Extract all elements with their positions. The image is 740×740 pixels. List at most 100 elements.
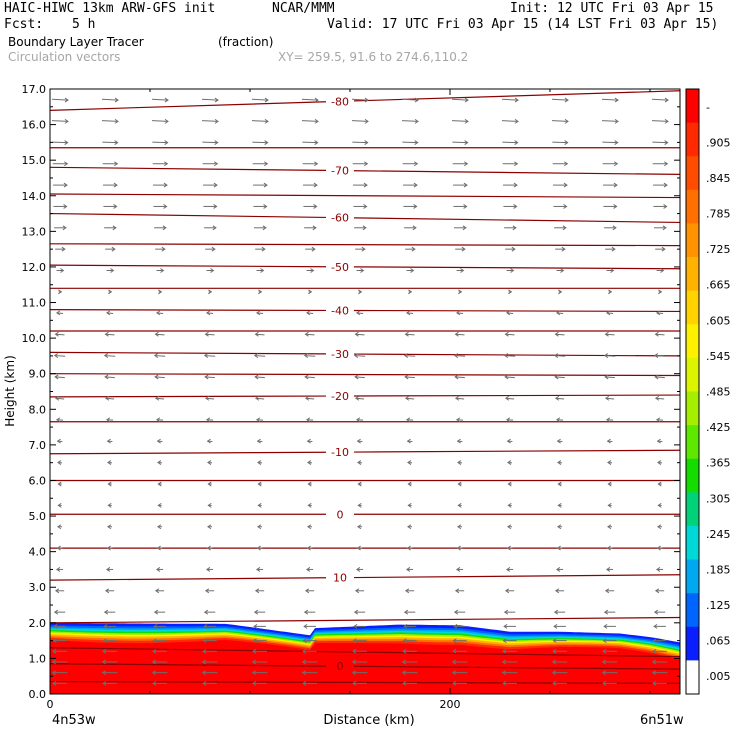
colorbar-frame <box>685 88 700 695</box>
circulation-vector-head <box>453 609 459 615</box>
circulation-vector <box>605 333 615 336</box>
circulation-vector-head <box>411 246 416 252</box>
y-tick-label: 9.0 <box>29 368 47 381</box>
circulation-vector-head <box>157 502 162 508</box>
circulation-vector-head <box>455 310 461 316</box>
circulation-vector <box>455 333 465 336</box>
circulation-vector <box>205 397 215 400</box>
circulation-vector-head <box>263 204 268 209</box>
circulation-vector-head <box>358 289 363 295</box>
temperature-contours: -80 -70 -60 -50 -40 -30 -20 -10 0 10 0 <box>50 90 680 684</box>
circulation-vector-head <box>157 481 162 487</box>
colorbar-swatch <box>686 660 699 695</box>
circulation-vector-head <box>56 545 61 551</box>
circulation-vector-head <box>602 680 607 686</box>
colorbar-swatch <box>686 324 699 359</box>
circulation-vector-head <box>508 289 513 295</box>
circulation-vector <box>55 333 65 336</box>
circulation-vector-head <box>108 289 113 295</box>
circulation-vector-head <box>507 502 512 508</box>
circulation-vector <box>105 376 115 379</box>
circulation-vector-head <box>604 331 609 337</box>
colorbar-label: .725 <box>706 243 731 256</box>
circulation-vector-head <box>364 140 369 146</box>
contour-line <box>50 616 680 624</box>
circulation-vector-head <box>556 438 561 444</box>
colorbar-label: .005 <box>706 670 731 683</box>
circulation-vector-head <box>112 225 117 231</box>
circulation-vector-head <box>164 161 169 167</box>
contour-line <box>353 665 680 670</box>
circulation-vector-head <box>603 623 608 629</box>
contour-line <box>50 663 327 667</box>
circulation-vector-head <box>63 204 68 209</box>
circulation-vector <box>601 120 619 122</box>
circulation-vector <box>401 98 419 101</box>
circulation-vector-head <box>301 659 306 665</box>
circulation-vector <box>601 98 619 101</box>
circulation-vector-head <box>405 567 411 572</box>
circulation-vector-head <box>610 268 615 273</box>
circulation-vector <box>51 98 69 101</box>
circulation-vector-head <box>663 204 668 209</box>
circulation-vector-head <box>603 353 609 358</box>
circulation-vector-head <box>504 331 509 337</box>
circulation-vector <box>201 120 219 122</box>
circulation-vector-head <box>203 623 208 629</box>
circulation-vector-head <box>364 118 369 124</box>
circulation-vector <box>204 355 216 357</box>
circulation-vector-head <box>302 648 307 654</box>
circulation-vector-head <box>204 331 209 337</box>
circulation-vector-head <box>264 97 269 103</box>
model-title: HAIC-HIWC 13km ARW-GFS init <box>4 1 216 16</box>
circulation-vector-head <box>614 140 619 146</box>
circulation-vector-head <box>256 438 261 444</box>
circulation-vector-head <box>114 140 119 146</box>
circulation-vector-head <box>501 659 506 665</box>
circulation-vector-head <box>204 588 210 594</box>
y-tick-label: 8.0 <box>29 403 47 416</box>
circulation-vector-head <box>156 545 161 551</box>
circulation-vector-head <box>355 567 361 572</box>
circulation-vector-head <box>504 588 510 594</box>
field-name: Boundary Layer Tracer <box>8 35 144 49</box>
bl-tracer-shading <box>50 622 680 694</box>
y-tick-label: 3.0 <box>29 581 47 594</box>
circulation-vector-head <box>107 524 112 530</box>
y-tick-label: 11.0 <box>22 297 47 310</box>
circulation-vector-head <box>303 623 308 629</box>
contour-label: 0 <box>337 508 344 521</box>
circulation-vector-head <box>405 417 411 423</box>
circulation-vector-head <box>660 268 665 273</box>
circulation-vector-head <box>251 670 256 676</box>
circulation-vector-head <box>504 374 509 380</box>
circulation-vector-head <box>253 623 258 629</box>
circulation-vector-head <box>104 395 110 401</box>
circulation-vector-head <box>464 97 469 103</box>
circulation-vector-head <box>604 588 610 594</box>
circulation-vector-head <box>401 670 406 676</box>
colorbar-label: .425 <box>706 421 731 434</box>
circulation-vector-head <box>314 161 319 167</box>
circulation-vector-head <box>152 680 157 686</box>
circulation-vector-head <box>404 374 409 380</box>
circulation-vector-head <box>314 97 319 103</box>
circulation-vector-head <box>306 438 311 444</box>
circulation-vector-head <box>356 545 361 551</box>
circulation-vector-head <box>103 609 109 615</box>
colorbar-swatch <box>686 525 699 561</box>
circulation-vector <box>151 120 169 122</box>
circulation-vector-head <box>351 659 356 665</box>
circulation-vector-head <box>506 438 511 444</box>
circulation-vector-head <box>512 225 517 231</box>
contour-line <box>50 264 327 268</box>
circulation-vector <box>551 98 569 101</box>
circulation-vector-head <box>554 588 560 594</box>
circulation-vector-head <box>601 659 606 665</box>
circulation-vector-head <box>58 289 63 295</box>
circulation-vector-head <box>357 524 362 530</box>
init-time: Init: 12 UTC Fri 03 Apr 15 <box>510 1 714 16</box>
circulation-vector-head <box>563 182 568 188</box>
colorbar-label: .545 <box>706 350 731 363</box>
